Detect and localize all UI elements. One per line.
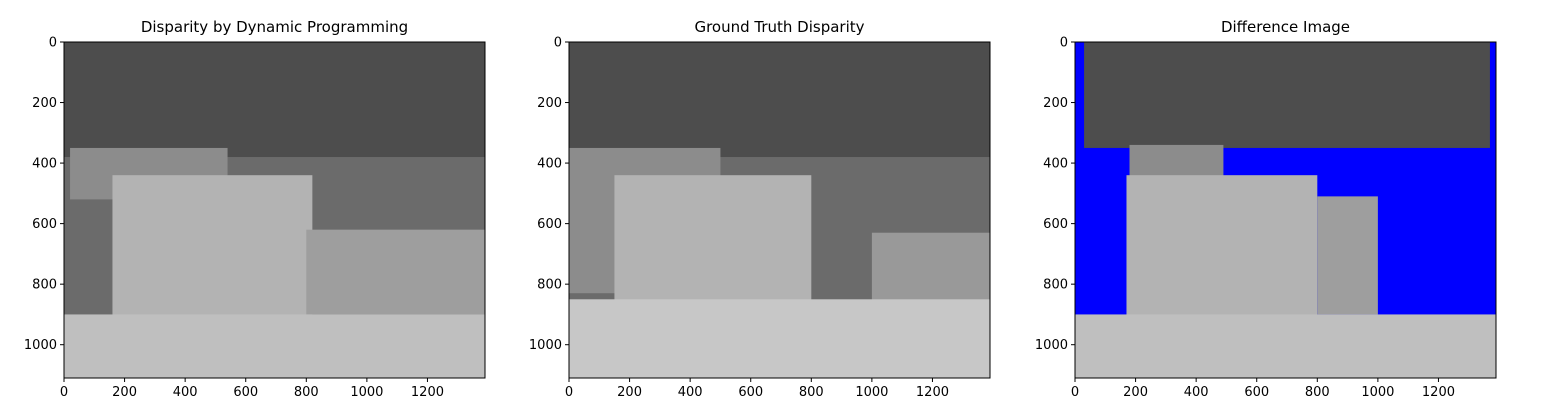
region-right-box — [871, 232, 990, 309]
panel-3-plot: 0 200 400 600 800 1000 1200 0 200 400 600 800 1000 — [1035, 36, 1497, 400]
y-tick-label: 0 — [49, 36, 57, 51]
x-tick-label: 600 — [1244, 385, 1269, 400]
y-tick-label: 1000 — [24, 338, 57, 353]
region-back-wall — [1084, 42, 1490, 148]
x-tick-label: 400 — [1184, 385, 1209, 400]
y-tick-label: 200 — [32, 96, 57, 111]
x-tick-label: 0 — [1071, 385, 1079, 400]
x-tick-label: 0 — [60, 385, 68, 400]
region-floor — [1075, 314, 1496, 378]
y-tick-label: 0 — [554, 36, 562, 51]
y-tick-label: 400 — [537, 157, 562, 172]
y-tick-label: 800 — [32, 278, 57, 293]
panel-1-title: Disparity by Dynamic Programming — [140, 18, 409, 36]
region-back-wall — [569, 42, 990, 158]
x-tick-label: 1200 — [916, 385, 949, 400]
x-tick-label: 800 — [1305, 385, 1330, 400]
x-tick-label: 1000 — [855, 385, 888, 400]
x-tick-label: 200 — [112, 385, 137, 400]
y-tick-label: 400 — [1043, 157, 1068, 172]
panel-2-plot: 0 200 400 600 800 1000 1200 0 200 400 600 800 1000 — [529, 36, 991, 400]
panel-3-title: Difference Image — [1220, 18, 1351, 36]
region-middle-board — [1126, 175, 1318, 342]
region-floor — [569, 299, 990, 378]
y-tick-label: 200 — [537, 96, 562, 111]
y-tick-label: 1000 — [529, 338, 562, 353]
y-tick-label: 800 — [537, 278, 562, 293]
x-tick-label: 0 — [565, 385, 573, 400]
x-tick-label: 800 — [294, 385, 319, 400]
x-tick-label: 1200 — [411, 385, 444, 400]
y-tick-label: 400 — [32, 157, 57, 172]
x-tick-label: 600 — [738, 385, 763, 400]
plot-frame — [568, 41, 991, 379]
y-tick-label: 600 — [32, 217, 57, 232]
y-tick-label: 0 — [1060, 36, 1068, 51]
region-back-wall — [64, 42, 485, 158]
y-tick-label: 600 — [1043, 217, 1068, 232]
region-right-box — [306, 229, 485, 315]
x-tick-label: 200 — [617, 385, 642, 400]
x-tick-label: 800 — [799, 385, 824, 400]
x-tick-label: 600 — [233, 385, 258, 400]
plot-frame — [63, 41, 486, 379]
plot-frame — [1074, 41, 1497, 379]
x-tick-label: 400 — [173, 385, 198, 400]
region-right-box — [1317, 196, 1378, 315]
y-tick-label: 1000 — [1035, 338, 1068, 353]
panel-1-plot: 0 200 400 600 800 1000 1200 0 200 400 600 800 1000 — [24, 36, 486, 400]
x-tick-label: 1200 — [1422, 385, 1455, 400]
y-tick-label: 600 — [537, 217, 562, 232]
x-tick-label: 400 — [678, 385, 703, 400]
panel-2-title: Ground Truth Disparity — [694, 18, 865, 36]
x-tick-label: 1000 — [350, 385, 383, 400]
x-tick-label: 1000 — [1361, 385, 1394, 400]
y-tick-label: 800 — [1043, 278, 1068, 293]
y-tick-label: 200 — [1043, 96, 1068, 111]
region-floor — [64, 314, 485, 378]
x-tick-label: 200 — [1123, 385, 1148, 400]
